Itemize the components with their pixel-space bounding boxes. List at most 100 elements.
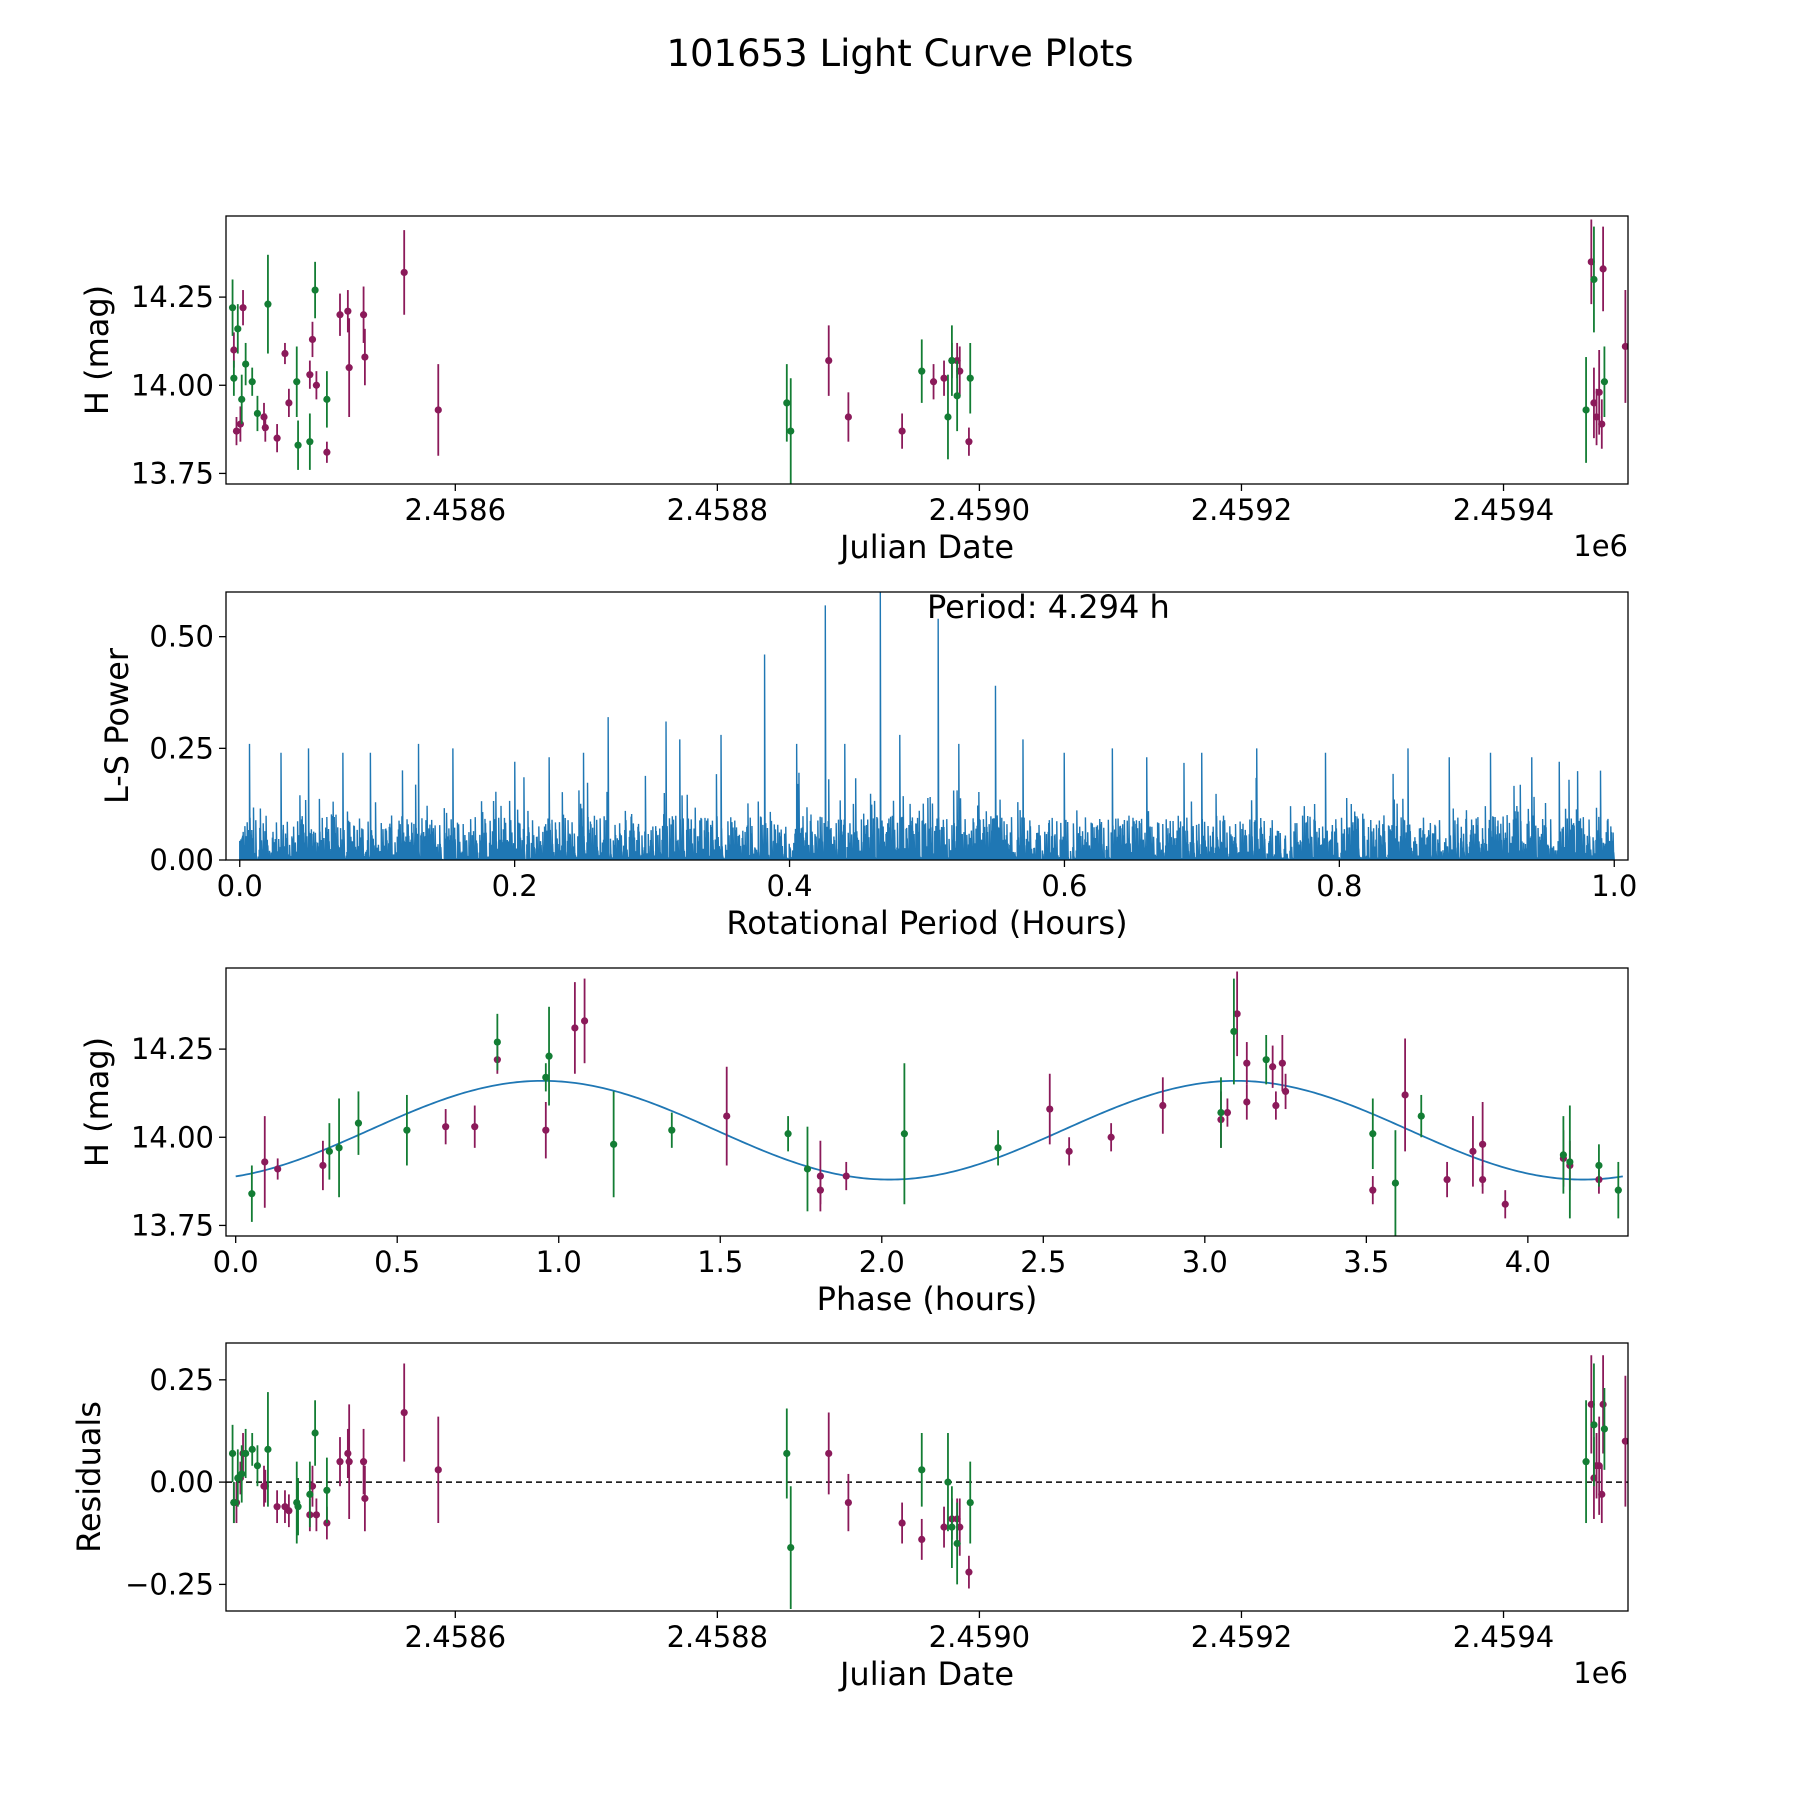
lc-red-point	[1599, 265, 1607, 273]
residuals-offset-label: 1e6	[1573, 1656, 1628, 1690]
lc-ytick-label: 14.00	[131, 368, 214, 402]
light-curve-offset-label: 1e6	[1573, 529, 1628, 563]
lc-red-point	[400, 268, 408, 277]
lc-green-point	[242, 360, 250, 368]
phase-red-point	[442, 1123, 450, 1131]
res-red-point	[898, 1519, 906, 1527]
lc-red-point	[232, 427, 241, 435]
phase-green-point	[1595, 1161, 1603, 1170]
residuals-axes-frame	[225, 1342, 1629, 1612]
lc-green-point	[918, 367, 926, 375]
light-curve-marks	[228, 219, 1628, 484]
res-red-point	[361, 1494, 369, 1503]
periodogram-axes-frame	[225, 591, 1629, 861]
phase-red-point	[1243, 1059, 1251, 1067]
phase-xtick-label: 1.5	[697, 1245, 743, 1279]
phase-green-point	[668, 1126, 676, 1134]
res-red-point	[1599, 1400, 1607, 1408]
phase-curve-xlabel: Phase (hours)	[817, 1280, 1038, 1318]
lc-red-point	[312, 381, 321, 389]
periodogram-panel: 0.0 0.2 0.4 0.6 0.8 1.0 0.00 0.25 0.50 Period: 4…	[98, 588, 1637, 942]
lc-red-point	[261, 423, 269, 432]
lc-red-point	[434, 406, 442, 414]
phase-xtick-label: 3.5	[1343, 1245, 1389, 1279]
phase-red-point	[261, 1158, 269, 1166]
res-red-point	[844, 1498, 852, 1507]
phase-xtick-label: 4.0	[1505, 1245, 1551, 1279]
lc-red-point	[308, 335, 317, 344]
residuals-panel: 2.4586 2.4588 2.4590 2.4592 2.4594 −0.25 0.00 0…	[70, 1342, 1629, 1693]
ls-xtick-label: 0.2	[492, 869, 538, 903]
phase-xtick-label: 2.0	[859, 1245, 905, 1279]
lc-red-point	[965, 438, 973, 446]
light-curve-ticks: 2.4586 2.4588 2.4590 2.4592 2.4594 13.75 14.00…	[131, 280, 1554, 527]
phase-green-point	[335, 1144, 343, 1152]
phase-red-point	[1281, 1087, 1290, 1096]
res-xtick-label: 2.4594	[1453, 1620, 1554, 1654]
ls-xtick-label: 0.4	[766, 869, 812, 903]
res-xtick-label: 2.4588	[667, 1620, 768, 1654]
res-green-point	[918, 1466, 926, 1474]
phase-red-point	[1469, 1147, 1477, 1155]
res-green-point	[944, 1478, 952, 1486]
phase-ytick-label: 14.00	[131, 1120, 214, 1154]
lc-red-point	[285, 399, 293, 407]
lc-green-point	[787, 427, 795, 435]
lc-green-point	[944, 413, 952, 421]
phase-red-point	[1401, 1091, 1409, 1099]
residuals-xlabel: Julian Date	[838, 1655, 1014, 1693]
lc-green-point	[253, 409, 262, 418]
phase-green-point	[784, 1130, 792, 1138]
lc-green-point	[323, 395, 331, 403]
lc-green-point	[1600, 378, 1609, 386]
res-green-point	[228, 1449, 237, 1458]
phase-red-point	[1243, 1098, 1251, 1106]
phase-curve-marks	[235, 971, 1623, 1236]
res-red-point	[273, 1503, 281, 1511]
res-green-point	[1590, 1421, 1598, 1429]
lc-red-point	[236, 420, 245, 428]
phase-red-point	[1501, 1200, 1509, 1208]
res-ytick-label: −0.25	[125, 1567, 214, 1601]
res-red-point	[345, 1458, 353, 1466]
phase-red-point	[1223, 1108, 1232, 1117]
res-red-point	[285, 1507, 293, 1515]
lc-red-point	[359, 311, 368, 319]
res-green-point	[253, 1462, 262, 1470]
periodogram-ylabel: L-S Power	[98, 647, 136, 804]
res-red-point	[1598, 1490, 1606, 1498]
phase-green-point	[1566, 1158, 1574, 1166]
res-green-point	[948, 1523, 956, 1531]
phase-red-point	[723, 1112, 731, 1120]
lc-red-point	[940, 374, 948, 382]
phase-red-point	[816, 1172, 824, 1180]
light-curve-xlabel: Julian Date	[838, 528, 1014, 566]
phase-green-point	[1391, 1179, 1400, 1187]
lc-green-point	[230, 374, 238, 382]
phase-green-point	[1614, 1186, 1622, 1194]
lc-red-point	[929, 378, 938, 386]
phase-red-point	[571, 1024, 579, 1032]
periodogram-marks	[239, 592, 1615, 860]
lc-ytick-label: 13.75	[131, 456, 214, 490]
lc-green-point	[228, 304, 237, 312]
phase-red-point	[1272, 1101, 1280, 1110]
res-red-point	[434, 1466, 442, 1474]
res-green-point	[787, 1543, 795, 1552]
res-red-point	[940, 1523, 948, 1531]
light-curve-ylabel: H (mag)	[78, 285, 116, 415]
phase-red-point	[1443, 1175, 1451, 1184]
lc-red-point	[844, 413, 852, 421]
phase-green-point	[1369, 1130, 1377, 1138]
ls-ytick-label: 0.50	[149, 620, 214, 654]
res-red-point	[336, 1458, 344, 1466]
phase-xtick-label: 0.5	[374, 1245, 420, 1279]
lc-green-point	[264, 300, 272, 308]
phase-green-point	[803, 1165, 812, 1173]
ls-ytick-label: 0.00	[149, 843, 214, 877]
res-ytick-label: 0.25	[149, 1363, 214, 1397]
lc-xtick-label: 2.4594	[1453, 493, 1554, 527]
res-xtick-label: 2.4592	[1191, 1620, 1292, 1654]
lc-xtick-label: 2.4586	[405, 493, 506, 527]
res-green-point	[238, 1470, 246, 1478]
